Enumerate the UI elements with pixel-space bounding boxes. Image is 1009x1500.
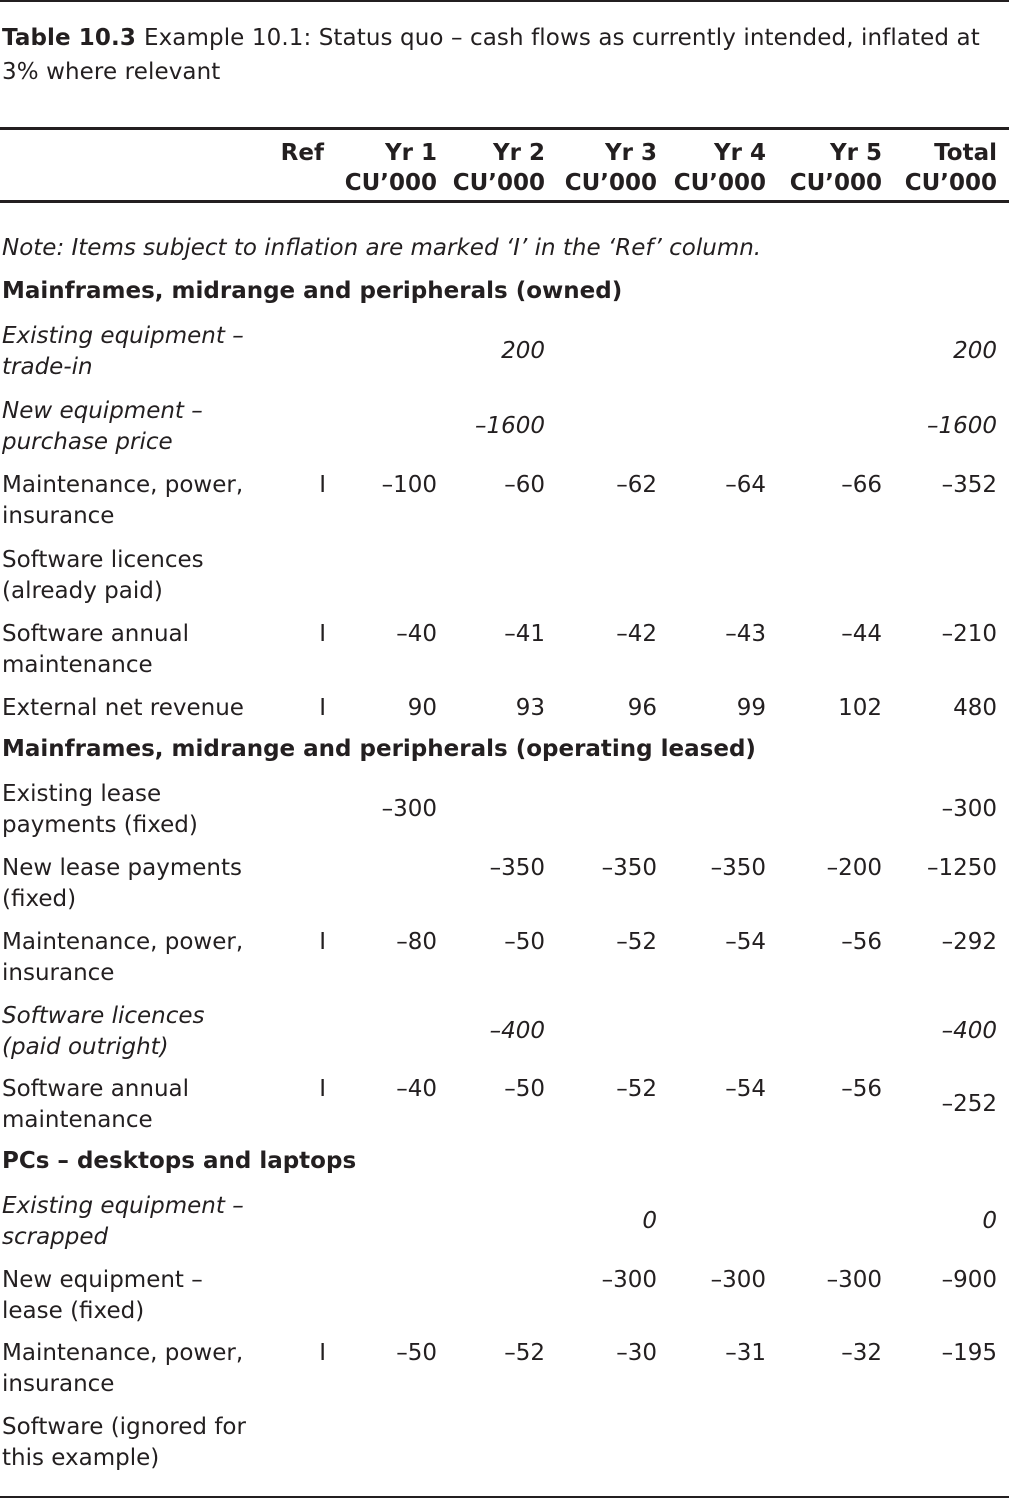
row-label: Existing lease payments (fixed) <box>2 781 198 838</box>
total-cell: –400 <box>941 1018 997 1044</box>
year-cell: 90 <box>407 695 437 721</box>
year-cell: –31 <box>725 1340 766 1366</box>
header-yr3: Yr 3 CU’000 <box>564 140 657 196</box>
year-cell: 102 <box>838 695 882 721</box>
section-title: Mainframes, midrange and peripherals (op… <box>2 736 756 762</box>
year-cell: 99 <box>736 695 766 721</box>
year-cell: –52 <box>504 1340 545 1366</box>
year-cell: –100 <box>381 472 437 498</box>
header-bottom-rule <box>0 200 1009 203</box>
year-cell: –350 <box>489 855 545 881</box>
year-cell: –62 <box>616 472 657 498</box>
row-label: Software annual maintenance <box>2 1076 190 1133</box>
header-ref: Ref <box>280 140 324 166</box>
row-label: Existing equipment – trade-in <box>2 323 244 380</box>
row-label: Software annual maintenance <box>2 621 190 678</box>
total-cell: –1250 <box>926 855 997 881</box>
year-cell: –41 <box>504 621 545 647</box>
year-cell: 93 <box>515 695 545 721</box>
row-ref: I <box>319 1076 326 1102</box>
total-cell: 0 <box>982 1208 997 1234</box>
total-cell: –900 <box>941 1267 997 1293</box>
row-label: New equipment – purchase price <box>2 398 203 455</box>
year-cell: 96 <box>627 695 657 721</box>
row-label: Existing equipment – scrapped <box>2 1193 244 1250</box>
header-yr5: Yr 5 CU’000 <box>789 140 882 196</box>
table-title: Example 10.1: Status quo – cash flows as… <box>2 25 980 85</box>
total-cell: –352 <box>941 472 997 498</box>
section-title: PCs – desktops and laptops <box>2 1148 357 1174</box>
row-label: Maintenance, power, insurance <box>2 929 244 986</box>
row-ref: I <box>319 621 326 647</box>
section-title: Mainframes, midrange and peripherals (ow… <box>2 278 623 304</box>
year-cell: –44 <box>841 621 882 647</box>
table-note: Note: Items subject to inflation are mar… <box>2 235 762 261</box>
year-cell: –52 <box>616 1076 657 1102</box>
row-ref: I <box>319 929 326 955</box>
year-cell: –56 <box>841 1076 882 1102</box>
year-cell: –50 <box>396 1340 437 1366</box>
header-yr4: Yr 4 CU’000 <box>673 140 766 196</box>
year-cell: –60 <box>504 472 545 498</box>
year-cell: –56 <box>841 929 882 955</box>
year-cell: –200 <box>826 855 882 881</box>
bottom-rule <box>0 1496 1009 1498</box>
row-ref: I <box>319 1340 326 1366</box>
year-cell: –400 <box>489 1018 545 1044</box>
row-label: External net revenue <box>2 695 244 721</box>
year-cell: –1600 <box>474 413 545 439</box>
row-label: Maintenance, power, insurance <box>2 1340 244 1397</box>
total-cell: –195 <box>941 1340 997 1366</box>
year-cell: –50 <box>504 929 545 955</box>
year-cell: –40 <box>396 1076 437 1102</box>
row-label: Maintenance, power, insurance <box>2 472 244 529</box>
row-label: New lease payments (fixed) <box>2 855 242 912</box>
top-rule <box>0 0 1009 2</box>
year-cell: –300 <box>826 1267 882 1293</box>
year-cell: –30 <box>616 1340 657 1366</box>
header-yr2: Yr 2 CU’000 <box>452 140 545 196</box>
year-cell: –40 <box>396 621 437 647</box>
year-cell: –54 <box>725 929 766 955</box>
row-label: Software licences (paid outright) <box>2 1003 205 1060</box>
header-yr1: Yr 1 CU’000 <box>344 140 437 196</box>
year-cell: –42 <box>616 621 657 647</box>
year-cell: –300 <box>601 1267 657 1293</box>
row-label: Software (ignored for this example) <box>2 1414 246 1471</box>
year-cell: –350 <box>710 855 766 881</box>
total-cell: –252 <box>941 1091 997 1117</box>
year-cell: –64 <box>725 472 766 498</box>
total-cell: 200 <box>953 338 997 364</box>
year-cell: –80 <box>396 929 437 955</box>
year-cell: –300 <box>710 1267 766 1293</box>
header-top-rule <box>0 127 1009 130</box>
total-cell: –292 <box>941 929 997 955</box>
table-caption: Table 10.3 Example 10.1: Status quo – cas… <box>2 21 1002 89</box>
total-cell: –210 <box>941 621 997 647</box>
year-cell: –300 <box>381 796 437 822</box>
year-cell: –52 <box>616 929 657 955</box>
year-cell: –32 <box>841 1340 882 1366</box>
table-number: Table 10.3 <box>2 25 136 51</box>
year-cell: –66 <box>841 472 882 498</box>
row-label: Software licences (already paid) <box>2 547 204 604</box>
row-label: New equipment – lease (fixed) <box>2 1267 203 1324</box>
total-cell: –1600 <box>926 413 997 439</box>
total-cell: 480 <box>953 695 997 721</box>
row-ref: I <box>319 695 326 721</box>
year-cell: 0 <box>642 1208 657 1234</box>
year-cell: –43 <box>725 621 766 647</box>
year-cell: 200 <box>501 338 545 364</box>
total-cell: –300 <box>941 796 997 822</box>
row-ref: I <box>319 472 326 498</box>
year-cell: –54 <box>725 1076 766 1102</box>
year-cell: –350 <box>601 855 657 881</box>
year-cell: –50 <box>504 1076 545 1102</box>
header-total: Total CU’000 <box>904 140 997 196</box>
